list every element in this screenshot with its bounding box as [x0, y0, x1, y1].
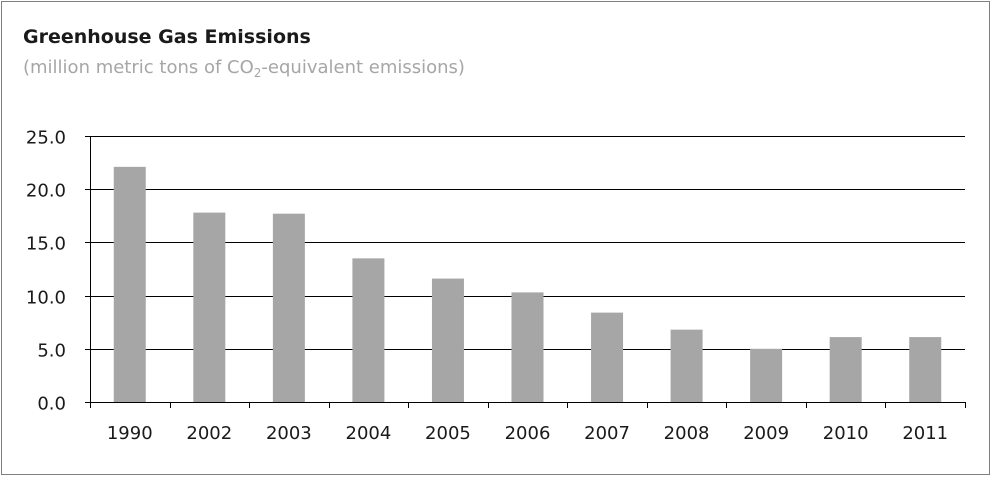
x-tick-label: 2006 [505, 423, 551, 444]
chart-subtitle-subscript: 2 [253, 66, 262, 80]
chart-title: Greenhouse Gas Emissions [23, 26, 311, 48]
chart-subtitle-text: (million metric tons of CO [23, 57, 254, 78]
x-tick-label: 2010 [823, 423, 869, 444]
x-tick-label: 2004 [346, 423, 392, 444]
x-tick-label: 1990 [107, 423, 153, 444]
chart-subtitle-text-end: -equivalent emissions) [261, 57, 465, 78]
x-tick-label: 2009 [743, 423, 789, 444]
y-tick-label: 15.0 [26, 234, 66, 255]
bar-2002 [193, 212, 226, 402]
y-tick-label: 20.0 [26, 181, 66, 202]
bar-2003 [272, 213, 305, 402]
bar-2005 [431, 278, 464, 402]
bar-2009 [750, 348, 783, 402]
y-tick-label: 0.0 [37, 394, 66, 415]
x-tick-label: 2005 [425, 423, 471, 444]
bar-1990 [113, 166, 146, 402]
bar-2011 [909, 337, 942, 402]
axes [85, 136, 966, 408]
y-tick-labels: 0.0 5.0 10.0 15.0 20.0 25.0 [26, 128, 66, 415]
bar-2006 [511, 292, 544, 402]
x-tick-label: 2003 [266, 423, 312, 444]
y-tick-label: 10.0 [26, 288, 66, 309]
bars [113, 166, 942, 402]
y-tick-label: 5.0 [37, 341, 66, 362]
x-tick-label: 2002 [186, 423, 232, 444]
bar-2008 [670, 329, 703, 402]
bar-2004 [352, 258, 385, 402]
x-tick-label: 2011 [902, 423, 948, 444]
x-tick-label: 2008 [664, 423, 710, 444]
y-tick-label: 25.0 [26, 128, 66, 149]
bar-2007 [591, 312, 624, 402]
x-tick-label: 2007 [584, 423, 630, 444]
bar-2010 [829, 337, 862, 402]
chart-subtitle: (million metric tons of CO2-equivalent e… [23, 57, 465, 80]
x-tick-labels: 1990 2002 2003 2004 2005 2006 2007 2008 2009 2010… [107, 423, 948, 444]
